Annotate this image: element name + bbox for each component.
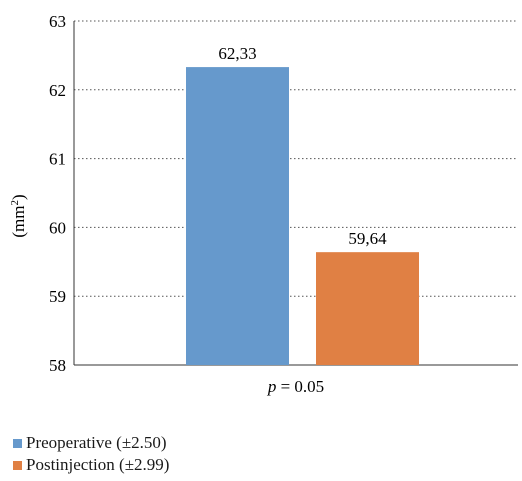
legend-label-postinjection: Postinjection (±2.99) (26, 455, 170, 474)
y-axis-ticks: 58 59 60 61 62 63 (49, 12, 66, 375)
legend: Preoperative (±2.50) Postinjection (±2.9… (12, 432, 169, 476)
y-tick-label-60: 60 (49, 218, 66, 237)
legend-item-postinjection: Postinjection (±2.99) (12, 454, 169, 476)
legend-item-preoperative: Preoperative (±2.50) (12, 432, 169, 454)
legend-label-preoperative: Preoperative (±2.50) (26, 433, 167, 452)
y-tick-label-59: 59 (49, 287, 66, 306)
y-tick-label-61: 61 (49, 150, 66, 169)
y-axis-label: (mm2) (9, 194, 28, 237)
y-tick-label-58: 58 (49, 356, 66, 375)
bar-postinjection (316, 252, 419, 365)
x-category-label: p = 0.05 (267, 377, 324, 396)
bars: 62,33 59,64 (186, 44, 419, 365)
legend-swatch-preoperative (13, 438, 22, 448)
bar-chart: 58 59 60 61 62 63 62,33 59,64 (mm2) p = 0.05 (9, 12, 518, 396)
legend-swatch-postinjection (13, 460, 22, 470)
data-label-preoperative: 62,33 (218, 44, 256, 63)
y-tick-label-62: 62 (49, 81, 66, 100)
gridlines (74, 20, 518, 297)
data-label-postinjection: 59,64 (348, 229, 387, 248)
bar-preoperative (186, 67, 289, 365)
y-tick-label-63: 63 (49, 12, 66, 31)
